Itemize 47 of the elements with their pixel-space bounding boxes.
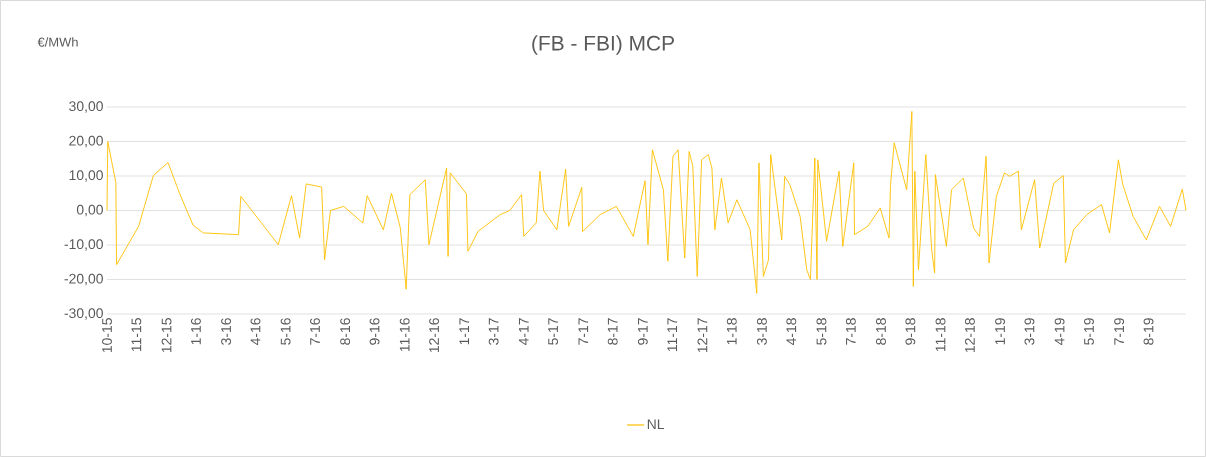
x-tick-label: 1-19 [995,318,1005,345]
x-tick-label: 7-16 [310,318,320,345]
x-tick-label: 10-15 [102,318,112,353]
x-tick-label: 3-19 [1024,318,1035,345]
x-tick-label: 5-18 [816,318,827,345]
line-series [106,111,1187,294]
legend-label: NL [647,419,665,430]
x-tick-label: 5-17 [548,318,559,345]
y-tick-label: 20,00 [69,135,103,148]
x-tick-label: 3-17 [488,318,499,345]
x-tick-label: 8-16 [340,318,351,345]
x-tick-label: 8-17 [607,318,618,345]
x-tick-label: 8-18 [876,318,886,345]
chart-title: (FB - FBI) MCP [532,35,674,55]
x-tick-label: 3-18 [756,318,767,345]
x-tick-label: 1-17 [459,318,470,345]
x-tick-label: 9-18 [905,318,916,345]
y-tick-label: 10,00 [69,170,103,182]
x-tick-label: 11-16 [399,318,410,352]
y-tick-label: 0,00 [76,204,103,217]
x-tick-label: 1-16 [191,318,201,345]
x-tick-label: 12-15 [161,318,172,353]
x-tick-label: 4-16 [250,318,261,346]
y-tick-label: 30,00 [69,101,103,113]
x-tick-label: 11-15 [131,318,142,352]
x-tick-label: 12-17 [697,318,708,353]
x-tick-label: 7-18 [845,318,856,345]
x-tick-label: 12-18 [964,318,975,353]
y-axis-title: €/MWh [37,37,78,47]
y-tick-label: -20,00 [64,273,103,286]
x-tick-label: 9-17 [637,318,648,345]
x-tick-label: 9-16 [369,318,380,345]
x-tick-label: 4-19 [1054,318,1065,346]
x-tick-label: 11-17 [667,318,678,352]
y-tick-label: -10,00 [64,239,103,251]
x-tick-label: 5-19 [1084,318,1094,345]
x-tick-label: 7-17 [578,318,589,345]
y-tick-label: -30,00 [64,308,103,320]
x-tick-label: 7-19 [1114,318,1125,345]
x-tick-label: 8-19 [1143,318,1154,345]
x-tick-label: 1-18 [726,318,737,345]
x-tick-label: 4-17 [518,318,529,346]
x-tick-label: 5-16 [280,318,291,345]
x-tick-label: 4-18 [786,318,797,346]
x-tick-label: 12-16 [429,318,440,353]
x-tick-label: 11-18 [935,318,946,352]
x-tick-label: 3-16 [221,318,232,345]
